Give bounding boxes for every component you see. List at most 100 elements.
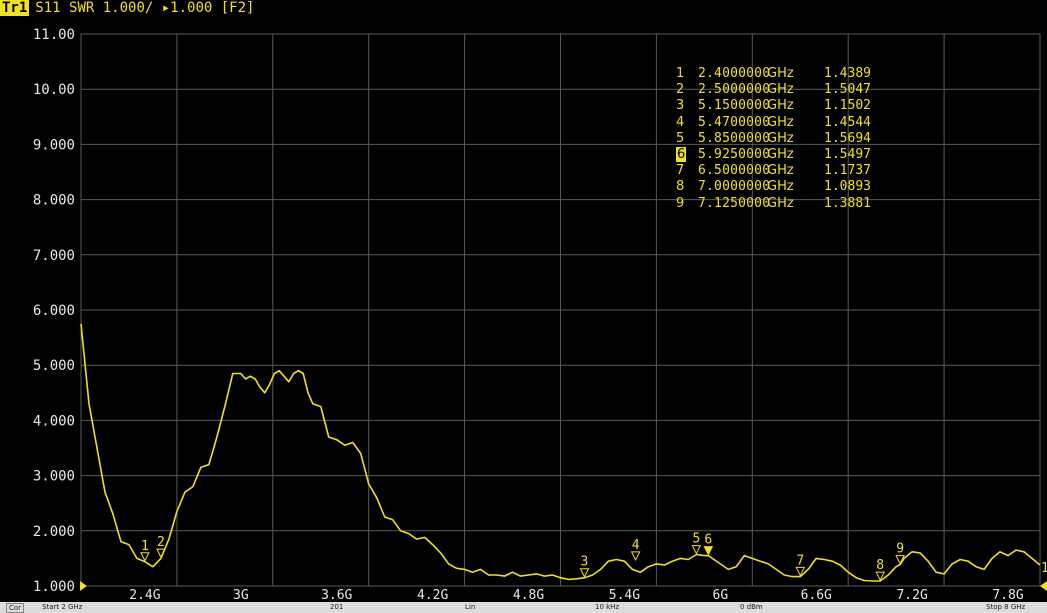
start-frequency[interactable]: Start 2 GHz [42, 603, 83, 611]
marker-layer: 1 234 5 67 89 [140, 532, 905, 582]
marker-row-1[interactable]: 1 2.4000000 GHz 1.4389 [676, 66, 871, 82]
marker-value: 1.5047 [824, 82, 871, 98]
marker-triangle [703, 546, 714, 556]
marker-value: 1.4389 [824, 66, 871, 81]
trace-marker-8[interactable]: 8 [875, 558, 885, 582]
marker-frequency: 5.8500000 [698, 130, 771, 146]
trace-marker-1[interactable]: 1 [140, 539, 150, 562]
x-tick-label: 4.8G [513, 588, 544, 602]
y-tick-label: 7.000 [33, 248, 75, 264]
marker-id: 8 [676, 179, 685, 195]
y-tick-label: 10.00 [33, 82, 75, 98]
x-tick-label: 6G [713, 588, 729, 602]
marker-row-7[interactable]: 7 6.5000000 GHz 1.1737 [676, 163, 871, 179]
marker-value: 1.1737 [824, 163, 871, 179]
marker-unit: GHz [767, 163, 794, 179]
marker-row-8[interactable]: 8 7.0000000 GHz 1.0893 [676, 179, 871, 195]
marker-label: 1 [141, 539, 149, 554]
marker-triangle [140, 552, 150, 562]
marker-readout-table: 1 2.4000000 GHz 1.4389 2 2.5000000 GHz 1.5047 3 5… [676, 66, 871, 212]
x-tick-label: 2.4G [129, 588, 160, 602]
marker-triangle [156, 548, 166, 559]
marker-frequency: 5.4700000 [698, 114, 771, 130]
marker-unit: GHz [767, 66, 794, 81]
y-tick-label: 8.000 [33, 193, 75, 209]
y-tick-label: 3.000 [33, 469, 75, 485]
marker-label: 8 [876, 558, 884, 573]
marker-unit: GHz [767, 195, 794, 211]
trace-header[interactable]: Tr1 S11 SWR 1.000/ ▸1.000 [F2] [0, 0, 254, 16]
marker-value: 1.4544 [824, 114, 871, 130]
reference-level-arrow[interactable] [80, 581, 87, 591]
if-bandwidth[interactable]: 10 kHz [595, 603, 620, 611]
y-tick-label: 11.00 [33, 27, 75, 43]
marker-unit: GHz [767, 147, 794, 163]
trace-tag[interactable]: Tr1 [0, 0, 30, 16]
stop-frequency[interactable]: Stop 8 GHz [986, 603, 1026, 611]
reference-marker-label: 1 [1041, 561, 1047, 576]
marker-label: 7 [796, 553, 804, 568]
x-tick-label: 4.2G [417, 588, 448, 602]
marker-row-2[interactable]: 2 2.5000000 GHz 1.5047 [676, 82, 871, 98]
y-tick-label: 1.000 [33, 579, 75, 595]
y-tick-label: 4.000 [33, 413, 75, 429]
marker-row-6[interactable]: 6 5.9250000 GHz 1.5497 [676, 147, 871, 163]
marker-row-3[interactable]: 3 5.1500000 GHz 1.1502 [676, 98, 871, 114]
x-axis-ticks: 2.4G 3G 3.6G 4.2G 4.8G 5.4G 6G 6.6G 7.2G 7.8G [129, 588, 1024, 602]
source-power[interactable]: 0 dBm [740, 603, 763, 611]
x-tick-label: 3G [233, 588, 249, 602]
marker-label: 2 [157, 535, 165, 550]
trace-marker-5[interactable]: 5 [691, 532, 702, 555]
marker-id: 7 [676, 163, 685, 179]
marker-label: 5 [692, 532, 700, 547]
marker-row-9[interactable]: 9 7.1250000 GHz 1.3881 [676, 196, 871, 212]
marker-row-4[interactable]: 4 5.4700000 GHz 1.4544 [676, 115, 871, 131]
marker-label: 9 [896, 542, 904, 557]
marker-frequency: 2.5000000 [698, 82, 771, 98]
x-tick-label: 3.6G [321, 588, 352, 602]
marker-id: 4 [676, 114, 685, 130]
x-tick-label: 7.2G [896, 588, 927, 602]
trace-marker-7[interactable]: 7 [795, 553, 806, 577]
trace-marker-2[interactable]: 2 [156, 535, 166, 559]
x-tick-label: 6.6G [801, 588, 832, 602]
marker-row-5[interactable]: 5 5.8500000 GHz 1.5694 [676, 131, 871, 147]
plot-grid [80, 33, 1041, 587]
marker-unit: GHz [767, 98, 794, 114]
trace-marker-4[interactable]: 4 [630, 538, 641, 562]
marker-value: 1.5497 [824, 147, 871, 163]
marker-triangle [895, 555, 905, 565]
marker-id: 2 [676, 82, 685, 98]
y-axis-ticks: 1.000 2.000 3.000 4.000 5.000 6.000 7.000 8.000… [33, 27, 1047, 595]
marker-triangle [630, 551, 641, 562]
swr-trace[interactable] [80, 323, 1041, 582]
marker-triangle [875, 571, 885, 582]
marker-label: 4 [632, 538, 640, 553]
marker-frequency: 5.1500000 [698, 98, 771, 114]
points-count[interactable]: 201 [330, 603, 344, 611]
marker-frequency: 5.9250000 [698, 147, 771, 163]
marker-id: 3 [676, 98, 685, 114]
reference-marker-arrow [1040, 581, 1047, 591]
x-tick-label: 7.8G [992, 588, 1023, 602]
sweep-type[interactable]: Lin [465, 603, 476, 611]
marker-frequency: 7.0000000 [698, 179, 771, 195]
correction-badge[interactable]: Cor [6, 603, 25, 613]
y-tick-label: 6.000 [33, 303, 75, 319]
marker-frequency: 6.5000000 [698, 163, 771, 179]
y-tick-label: 2.000 [33, 524, 75, 540]
marker-triangle [691, 545, 702, 555]
trace-marker-9[interactable]: 9 [895, 542, 905, 565]
marker-triangle [579, 568, 590, 578]
marker-value: 1.5694 [824, 130, 871, 146]
trace-format-label: S11 SWR 1.000/ ▸1.000 [F2] [35, 0, 255, 16]
trace-marker-3[interactable]: 3 [579, 555, 590, 578]
trace-marker-6[interactable]: 6 [703, 533, 714, 556]
y-tick-label: 5.000 [33, 358, 75, 374]
marker-unit: GHz [767, 82, 794, 98]
marker-id: 9 [676, 195, 685, 211]
marker-frequency: 2.4000000 [698, 66, 771, 81]
marker-unit: GHz [767, 114, 794, 130]
